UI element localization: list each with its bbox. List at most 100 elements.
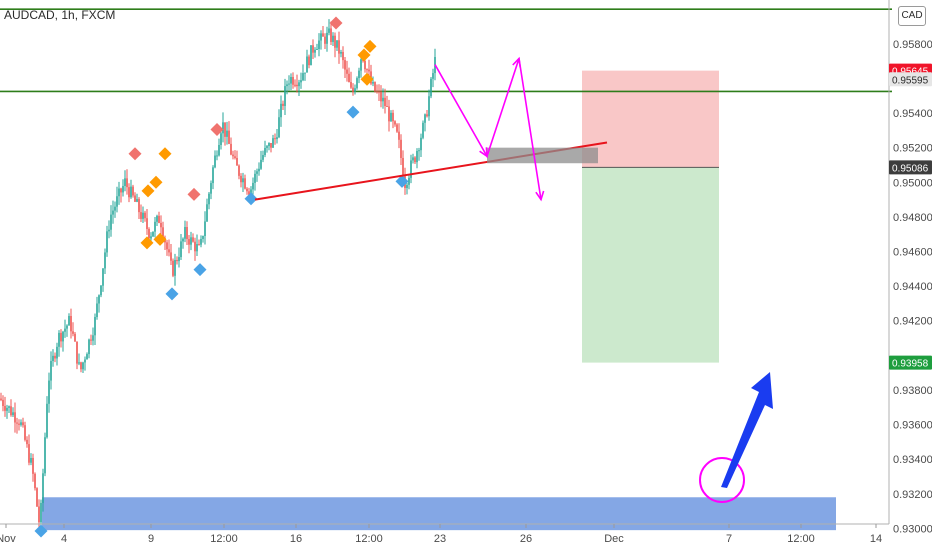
candle-body [428, 96, 430, 117]
candle-body [344, 60, 346, 70]
candle-body [86, 354, 88, 360]
candlesticks [0, 19, 436, 529]
highlight-circle[interactable] [699, 457, 745, 503]
plot-area[interactable] [0, 8, 892, 538]
swing-diamond-marker[interactable] [128, 147, 142, 161]
swing-diamond-marker[interactable] [34, 524, 48, 538]
candle-body [18, 423, 20, 425]
candle-body [282, 103, 284, 106]
candle-body [178, 257, 180, 262]
swing-diamond-marker[interactable] [329, 16, 343, 30]
candle-body [426, 114, 428, 117]
candle-body [354, 88, 356, 92]
candle-body [36, 488, 38, 507]
candle-body [226, 130, 228, 137]
candle-body [182, 238, 184, 242]
time-tick-label: Dec [604, 533, 624, 545]
time-tick-label: 7 [726, 533, 732, 545]
projection-path[interactable] [434, 58, 542, 200]
swing-diamond-marker[interactable] [346, 105, 360, 119]
candle-body [132, 186, 134, 196]
candle-body [276, 137, 278, 140]
swing-diamond-marker[interactable] [140, 236, 154, 250]
swing-diamond-marker[interactable] [210, 122, 224, 136]
candle-body [198, 244, 200, 246]
candle-body [384, 97, 386, 106]
candle-body [398, 131, 400, 140]
bullish-arrow[interactable] [721, 372, 773, 488]
candle-body [22, 422, 24, 426]
candle-body [12, 412, 14, 416]
stop-loss-area[interactable] [582, 70, 719, 168]
candle-body [108, 229, 110, 232]
candle-body [122, 186, 124, 193]
candle-body [54, 355, 56, 359]
candle-body [230, 143, 232, 155]
swing-diamond-marker[interactable] [244, 192, 258, 206]
candle-body [8, 406, 10, 408]
candle-body [392, 112, 394, 122]
candle-body [298, 82, 300, 87]
candle-body [0, 398, 2, 400]
candle-body [290, 77, 292, 84]
candle-body [120, 188, 122, 193]
candle-body [402, 157, 404, 177]
swing-diamond-marker[interactable] [158, 147, 172, 161]
candle-body [196, 244, 198, 252]
candle-body [270, 142, 272, 148]
candle-body [316, 48, 318, 50]
swing-diamond-marker[interactable] [363, 39, 377, 53]
take-profit-area[interactable] [582, 167, 719, 363]
candle-body [348, 73, 350, 83]
price-label: 0.95595 [892, 75, 929, 86]
candle-body [228, 130, 230, 144]
candle-body [176, 259, 178, 262]
candle-body [334, 35, 336, 48]
candle-body [194, 241, 196, 252]
candle-body [66, 325, 68, 329]
candle-body [180, 241, 182, 258]
swing-diamond-marker[interactable] [153, 232, 167, 246]
candle-body [252, 182, 254, 190]
swing-diamond-marker[interactable] [357, 48, 371, 62]
projection-arrowhead [535, 190, 545, 202]
candle-body [286, 84, 288, 87]
retest-box[interactable] [487, 147, 598, 164]
projection-arrowhead [479, 147, 488, 158]
swing-diamond-marker[interactable] [395, 174, 409, 188]
candle-body [306, 56, 308, 73]
swing-diamond-marker[interactable] [165, 287, 179, 301]
candle-body [150, 236, 152, 239]
candle-body [20, 422, 22, 425]
candle-body [50, 361, 52, 381]
candle-body [338, 40, 340, 54]
candle-body [30, 457, 32, 463]
currency-badge[interactable]: CAD [898, 6, 926, 26]
candle-body [324, 36, 326, 44]
candle-body [266, 146, 268, 148]
candle-body [34, 473, 36, 489]
price-tick-label: 0.95800 [893, 39, 932, 51]
swing-diamond-marker[interactable] [187, 187, 201, 201]
candle-body [360, 59, 362, 71]
candle-body [284, 86, 286, 106]
swing-diamond-marker[interactable] [149, 175, 163, 189]
candle-body [190, 237, 192, 245]
candle-body [142, 212, 144, 219]
swing-diamond-marker[interactable] [193, 263, 207, 277]
price-label: 0.95086 [892, 163, 929, 174]
candle-body [130, 186, 132, 198]
swing-diamond-marker[interactable] [141, 184, 155, 198]
swing-diamond-marker[interactable] [360, 72, 374, 86]
price-label: 0.93958 [892, 359, 929, 370]
candle-body [368, 69, 370, 72]
candle-body [28, 444, 30, 463]
candle-body [162, 227, 164, 239]
candle-body [346, 69, 348, 74]
price-tick-label: 0.94800 [893, 212, 932, 224]
support-zone[interactable] [42, 497, 836, 531]
candle-body [118, 188, 120, 197]
candle-body [202, 236, 204, 239]
